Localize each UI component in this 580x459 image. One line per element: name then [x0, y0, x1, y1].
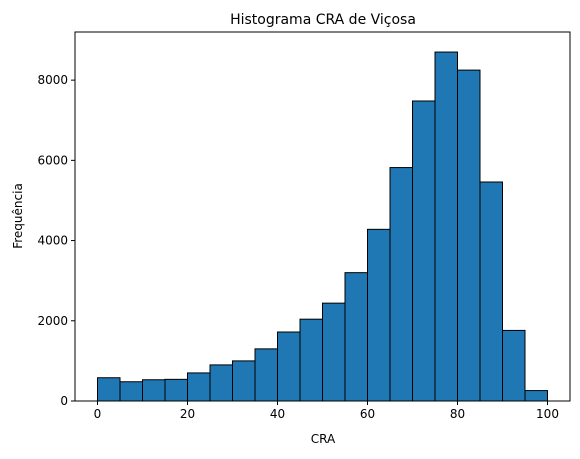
y-axis-label: Frequência	[11, 183, 25, 249]
histogram-bar	[412, 100, 436, 402]
histogram-bar	[344, 272, 368, 402]
x-axis-label: CRA	[311, 432, 336, 446]
bars-layer	[97, 51, 548, 402]
histogram-bar	[277, 331, 301, 402]
histogram-bar	[209, 364, 233, 402]
histogram-bar	[119, 381, 143, 402]
x-tick-label: 80	[450, 407, 465, 421]
x-tick-label: 0	[94, 407, 102, 421]
x-tick-label: 100	[536, 407, 559, 421]
histogram-bar	[322, 302, 346, 402]
histogram-bar	[479, 181, 503, 402]
x-tick-label: 40	[270, 407, 285, 421]
histogram-bar	[142, 379, 166, 402]
histogram-bar	[367, 228, 391, 402]
histogram-bar	[97, 377, 121, 402]
histogram-bar	[389, 167, 413, 402]
chart-title: Histograma CRA de Viçosa	[230, 12, 416, 28]
y-tick-label: 4000	[37, 234, 68, 248]
histogram-bar	[232, 360, 256, 402]
histogram-bar	[457, 69, 481, 402]
histogram-bar	[187, 372, 211, 402]
histogram-bar	[502, 329, 526, 402]
histogram-bar	[254, 348, 278, 402]
y-tick-label: 6000	[37, 153, 68, 167]
y-tick-label: 2000	[37, 314, 68, 328]
ticks-layer: 0 20 40 60 80 100 0 2000 4000 6000 8000	[37, 73, 559, 421]
axes-layer	[74, 31, 571, 402]
y-tick-label: 0	[60, 394, 68, 408]
x-tick-label: 60	[360, 407, 375, 421]
y-tick-label: 8000	[37, 73, 68, 87]
histogram-bar	[299, 318, 323, 402]
histogram-bar	[434, 51, 458, 402]
histogram-bar	[524, 390, 548, 402]
plot-frame	[74, 31, 571, 402]
histogram-bar	[164, 378, 188, 402]
x-tick-label: 20	[180, 407, 195, 421]
